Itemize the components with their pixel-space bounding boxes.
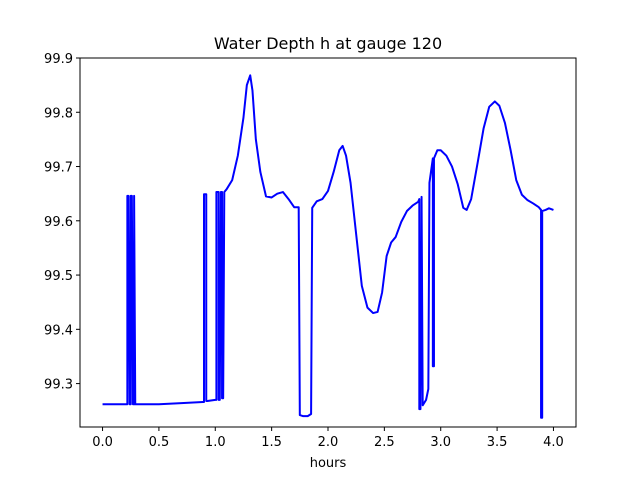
x-axis-label: hours xyxy=(310,456,347,471)
x-tick-label: 0.0 xyxy=(92,435,113,450)
y-tick-label: 99.5 xyxy=(44,269,73,284)
y-tick-label: 99.6 xyxy=(44,215,73,230)
y-tick-label: 99.8 xyxy=(44,106,73,121)
x-tick-label: 2.0 xyxy=(318,435,339,450)
x-axis-ticks: 0.0 0.5 1.0 1.5 2.0 2.5 3.0 3.5 4.0 xyxy=(92,427,564,450)
x-tick-label: 2.5 xyxy=(374,435,395,450)
x-tick-label: 3.0 xyxy=(430,435,451,450)
x-tick-label: 1.0 xyxy=(205,435,226,450)
plot-area-background xyxy=(80,58,576,427)
x-tick-label: 3.5 xyxy=(487,435,508,450)
y-tick-label: 99.3 xyxy=(44,378,73,393)
x-tick-label: 4.0 xyxy=(543,435,564,450)
y-axis-ticks: 99.3 99.4 99.5 99.6 99.7 99.8 99.9 xyxy=(44,52,80,393)
series-line-0 xyxy=(102,74,554,419)
y-tick-label: 99.4 xyxy=(44,323,73,338)
series-layer xyxy=(102,74,554,419)
x-tick-label: 1.5 xyxy=(261,435,282,450)
y-tick-label: 99.9 xyxy=(44,52,73,67)
y-tick-label: 99.7 xyxy=(44,161,73,176)
x-tick-label: 0.5 xyxy=(149,435,170,450)
chart-title: Water Depth h at gauge 120 xyxy=(214,34,442,53)
